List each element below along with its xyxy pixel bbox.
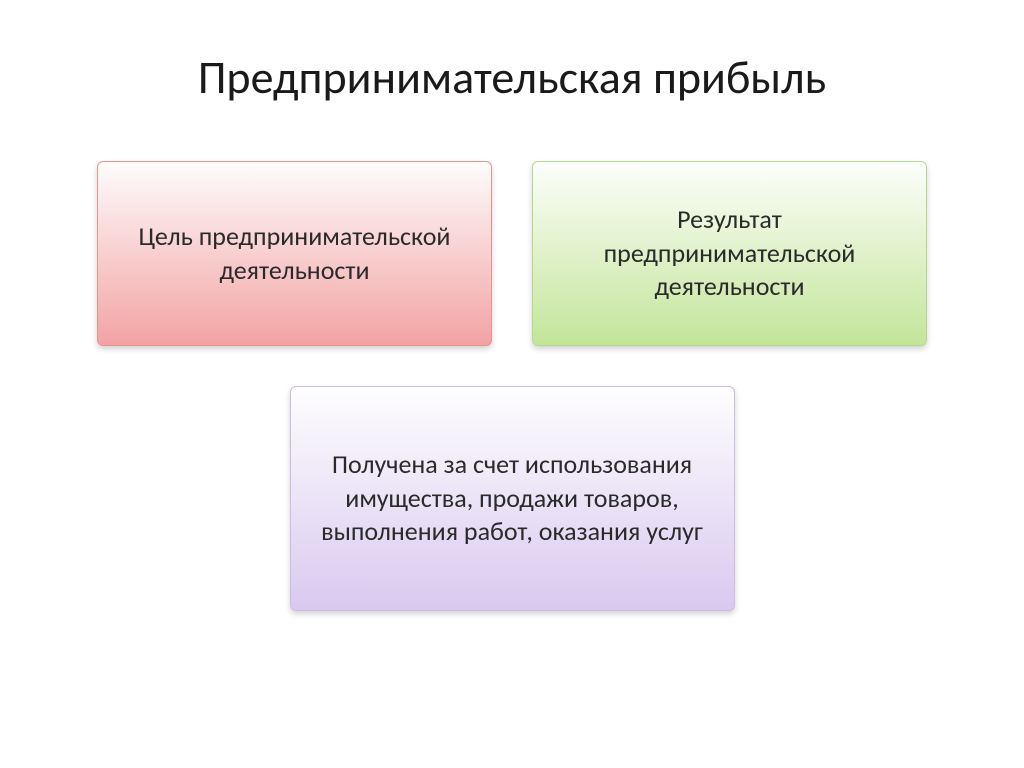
box-source: Получена за счет использования имущества… — [290, 386, 735, 611]
box-source-text: Получена за счет использования имущества… — [313, 448, 712, 549]
box-goal: Цель предпринимательской деятельности — [97, 161, 492, 346]
slide-title: Предпринимательская прибыль — [60, 50, 964, 106]
box-result-text: Результат предпринимательской деятельнос… — [555, 203, 904, 304]
slide: Предпринимательская прибыль Цель предпри… — [0, 0, 1024, 768]
row-bottom: Получена за счет использования имущества… — [60, 386, 964, 611]
box-result: Результат предпринимательской деятельнос… — [532, 161, 927, 346]
row-top: Цель предпринимательской деятельности Ре… — [60, 161, 964, 346]
box-goal-text: Цель предпринимательской деятельности — [120, 220, 469, 288]
